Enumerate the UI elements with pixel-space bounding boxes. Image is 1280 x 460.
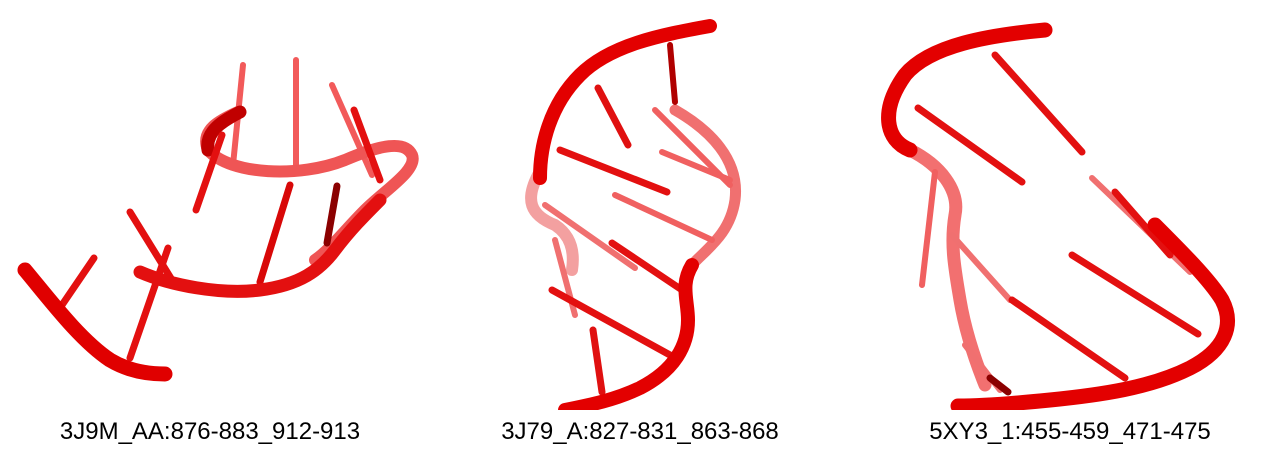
rna-structure-3 xyxy=(881,22,1235,410)
base-rung xyxy=(914,104,1026,186)
base-rung xyxy=(350,106,384,184)
base-rung xyxy=(589,326,606,396)
base-rung xyxy=(58,254,98,309)
structure-caption-1: 3J9M_AA:876-883_912-913 xyxy=(59,418,361,445)
base-rung xyxy=(1008,296,1129,382)
structure-panel-1: 3J9M_AA:876-883_912-913 xyxy=(0,0,420,460)
backbone-left xyxy=(525,169,579,276)
rna-structure-2 xyxy=(525,19,742,410)
structure-caption-3: 5XY3_1:455-459_471-475 xyxy=(929,418,1211,445)
backbone-hook xyxy=(201,105,247,157)
backbone-main xyxy=(881,22,1053,158)
base-rung xyxy=(126,208,176,284)
rna-structure-1 xyxy=(17,57,419,382)
structure-panel-2: 3J79_A:827-831_863-868 xyxy=(430,0,850,460)
base-rung xyxy=(548,286,674,359)
base-rung xyxy=(126,244,172,362)
backbone-lower xyxy=(133,193,387,298)
base-rung xyxy=(612,192,715,243)
base-rung xyxy=(323,182,341,247)
structure-panel-3: 5XY3_1:455-459_471-475 xyxy=(860,0,1280,460)
base-rung xyxy=(919,169,938,288)
base-rung xyxy=(949,232,1013,303)
base-rung xyxy=(986,374,1012,396)
base-rung xyxy=(556,146,671,196)
base-rung xyxy=(1111,188,1174,259)
base-rung xyxy=(594,84,632,149)
backbone-lower xyxy=(558,258,699,410)
backbone-main xyxy=(533,19,717,185)
base-rung xyxy=(608,239,689,296)
base-rung xyxy=(329,82,375,178)
backbone-right xyxy=(950,217,1235,410)
base-rung xyxy=(542,202,638,271)
backbone-strand xyxy=(17,262,173,382)
base-rung xyxy=(1068,251,1202,338)
backbone-left xyxy=(903,143,992,392)
base-rung xyxy=(667,42,678,105)
backbone-right xyxy=(669,104,742,271)
structure-caption-2: 3J79_A:827-831_863-868 xyxy=(501,418,779,445)
base-rung xyxy=(192,131,226,214)
base-rung xyxy=(991,51,1086,156)
base-rung xyxy=(659,149,733,183)
base-rung xyxy=(256,181,294,286)
